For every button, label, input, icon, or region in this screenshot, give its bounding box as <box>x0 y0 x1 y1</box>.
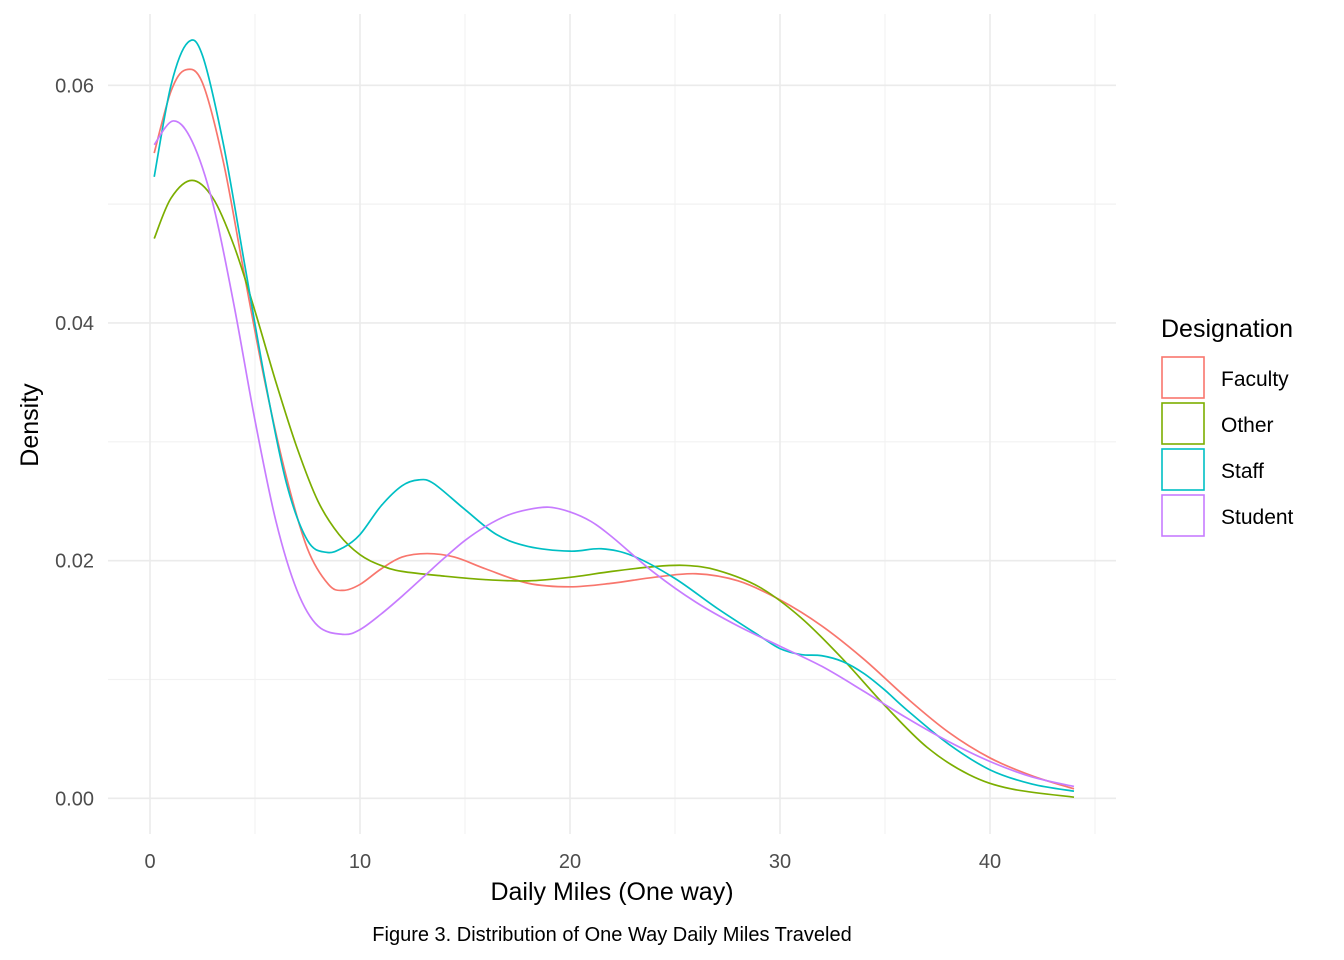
minor-gridlines <box>108 14 1116 834</box>
x-tick-label: 30 <box>769 851 791 873</box>
density-line-staff <box>153 39 1075 793</box>
legend-label-student: Student <box>1221 506 1294 529</box>
legend-item-student: Student <box>1161 494 1294 537</box>
legend: Designation Faculty Other Staff Student <box>1161 315 1294 537</box>
legend-key-student <box>1161 494 1205 537</box>
y-tick-label: 0.00 <box>55 788 94 810</box>
legend-item-other: Other <box>1161 402 1274 445</box>
density-line-faculty <box>153 68 1075 790</box>
figure-caption: Figure 3. Distribution of One Way Daily … <box>372 924 851 946</box>
legend-key-faculty <box>1161 356 1205 399</box>
legend-key-other <box>1161 402 1205 445</box>
y-axis-tick-labels: 0.00 0.02 0.04 0.06 <box>55 75 94 810</box>
x-tick-label: 20 <box>559 851 581 873</box>
x-axis-title: Daily Miles (One way) <box>490 878 733 906</box>
legend-item-faculty: Faculty <box>1161 356 1289 399</box>
x-tick-label: 40 <box>979 851 1001 873</box>
major-gridlines <box>108 14 1116 834</box>
legend-title: Designation <box>1161 315 1293 343</box>
density-line-other <box>153 179 1075 799</box>
x-tick-label: 10 <box>349 851 371 873</box>
legend-key-staff <box>1161 448 1205 491</box>
density-lines <box>153 39 1075 799</box>
y-tick-label: 0.04 <box>55 313 94 335</box>
legend-label-staff: Staff <box>1221 460 1264 483</box>
y-tick-label: 0.06 <box>55 75 94 97</box>
legend-item-staff: Staff <box>1161 448 1264 491</box>
y-axis-title: Density <box>16 383 44 467</box>
x-tick-label: 0 <box>144 851 155 873</box>
legend-label-other: Other <box>1221 414 1274 437</box>
legend-label-faculty: Faculty <box>1221 368 1289 391</box>
x-axis-tick-labels: 0 10 20 30 40 <box>144 851 1001 873</box>
density-line-student <box>153 120 1075 788</box>
y-tick-label: 0.02 <box>55 551 94 573</box>
